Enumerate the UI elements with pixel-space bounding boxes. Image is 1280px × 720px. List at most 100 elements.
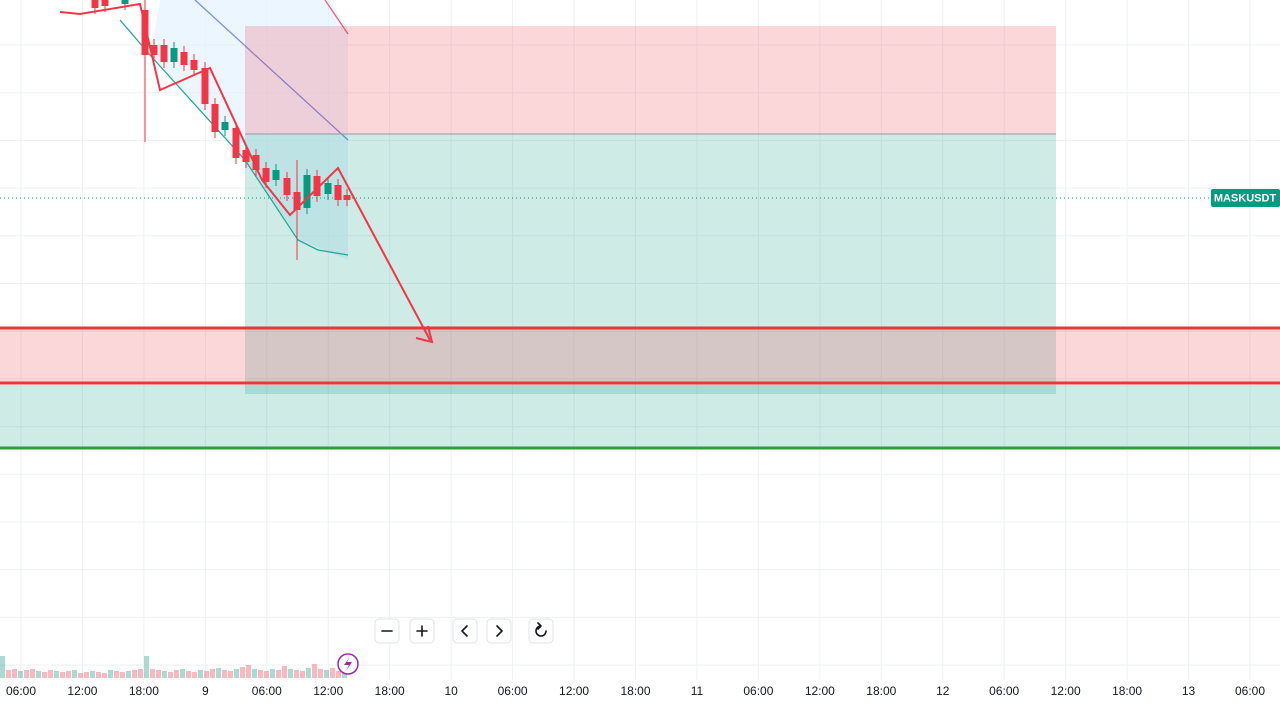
time-label: 06:00 [6,684,36,698]
candle-body [293,192,301,210]
volume-bar [120,672,125,678]
volume-bar [180,669,185,678]
red-band[interactable] [0,328,1280,383]
volume-bar [312,664,317,678]
candle-body [101,0,109,6]
volume-bar [240,667,245,678]
volume-bar [168,672,173,678]
time-label: 18:00 [129,684,159,698]
volume-bar [60,672,65,678]
time-label: 18:00 [866,684,896,698]
volume-bar [150,669,155,678]
candle-body [232,128,240,158]
volume-bar [66,671,71,678]
scroll-left-button[interactable] [452,618,478,644]
volume-bar [252,669,257,678]
zigzag-projection[interactable] [59,2,431,341]
time-axis: 06:00 12:00 18:00 9 06:00 12:00 18:00 10 06:00 12… [6,684,1265,698]
ma-line [194,0,349,141]
volume-bar [216,668,221,678]
candle-body [343,195,351,200]
volume-bar [228,671,233,678]
candle-body [242,150,250,162]
icon [535,622,547,637]
time-label: 18:00 [375,684,405,698]
time-label: 06:00 [498,684,528,698]
volume-bar [276,670,281,678]
volume-bar [156,670,161,678]
volume-bar [24,670,29,678]
stop-zone[interactable] [245,26,1056,134]
candle-body [150,45,158,55]
time-label: 06:00 [252,684,282,698]
volume-bar [222,670,227,678]
time-label: 10 [444,684,458,698]
volume-bar [12,669,17,678]
volume-bar [318,669,323,678]
volume-bar [264,671,269,678]
volume-bar [324,670,329,678]
candle-body [160,45,168,62]
candle-body [283,178,291,195]
candle-body [221,122,229,130]
volume-bar [162,671,167,678]
time-label: 12:00 [1051,684,1081,698]
volume-bar [6,670,11,678]
candle-body [334,185,342,200]
volume [0,656,347,678]
volume-bar [198,670,203,678]
volume-bar [36,671,41,678]
volume-bar [342,672,347,678]
volume-bar [138,669,143,678]
volume-bar [0,656,5,678]
volume-bar [90,671,95,678]
time-label: 13 [1182,684,1196,698]
candle-body [313,176,321,196]
candle-body [121,0,129,4]
reset-button[interactable] [528,618,554,644]
candle-body [211,104,219,132]
symbol-tag-bg [1211,189,1280,207]
symbol-tag: MASKUSDT [1214,192,1277,204]
volume-bar [54,671,59,678]
green-band[interactable] [0,385,1280,448]
icon [416,625,428,637]
candle-body [272,170,280,180]
time-label: 18:00 [1112,684,1142,698]
time-label: 12 [936,684,950,698]
time-label: 12:00 [805,684,835,698]
time-label: 12:00 [313,684,343,698]
time-label: 11 [691,684,704,698]
volume-bar [84,672,89,678]
volume-bar [114,671,119,678]
volume-bar [186,671,191,678]
volume-bar [294,670,299,678]
time-label: 12:00 [559,684,589,698]
candles [91,0,351,260]
candle-body [141,10,149,55]
target-zone[interactable] [245,134,1056,394]
icon [496,625,503,637]
volume-bar [288,669,293,678]
time-label: 06:00 [743,684,773,698]
volume-bar [78,673,83,678]
upper-line [324,0,349,35]
candle-body [262,168,270,182]
volume-bar [270,669,275,678]
candle-body [201,68,209,104]
volume-bar [234,669,239,678]
volume-bar [246,665,251,678]
candle-body [252,155,260,170]
time-label: 12:00 [67,684,97,698]
time-label: 9 [202,684,209,698]
volume-bar [300,671,305,678]
volume-bar [48,670,53,678]
zoom-controls [374,618,554,644]
volume-bar [42,672,47,678]
candle-body [324,183,332,194]
volume-bar [30,669,35,678]
candle-body [170,48,178,62]
scroll-right-button[interactable] [486,618,512,644]
volume-bar [282,666,287,678]
